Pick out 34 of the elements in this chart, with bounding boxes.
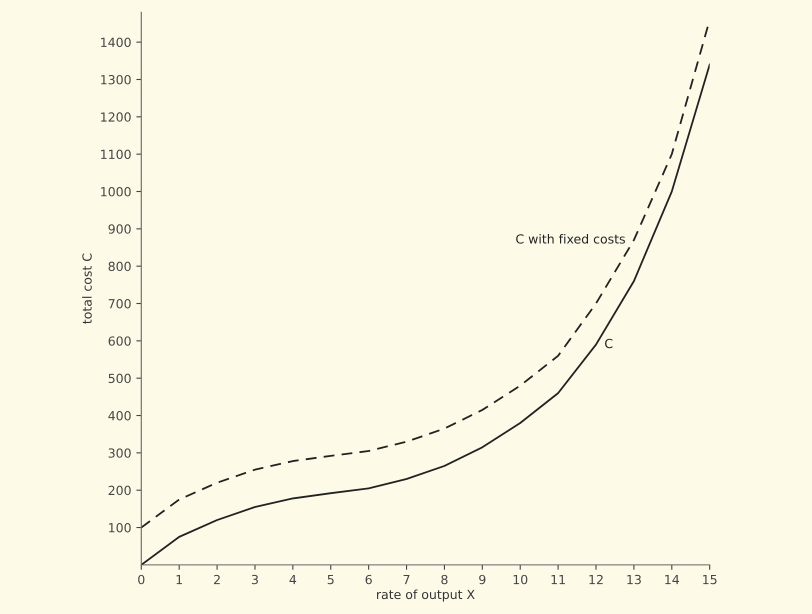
y-tick-label: 1100	[101, 150, 131, 160]
x-tick-label: 6	[366, 574, 372, 584]
y-tick-label: 200	[108, 486, 131, 496]
y-tick-label: 1000	[101, 186, 131, 196]
x-tick-label: 15	[703, 574, 717, 584]
y-axis-title: total cost C	[82, 254, 92, 324]
y-tick-label: 600	[108, 336, 131, 346]
y-tick-label: 1200	[101, 112, 131, 122]
x-tick-label: 0	[138, 574, 144, 584]
x-tick-label: 7	[404, 574, 410, 584]
x-tick-label: 8	[441, 574, 448, 584]
y-tick-label: 700	[108, 298, 131, 308]
x-tick-label: 13	[627, 574, 641, 584]
x-tick-label: 10	[514, 574, 528, 584]
y-tick-label: 300	[108, 448, 131, 458]
x-tick-label: 3	[252, 574, 258, 584]
y-tick-label: 800	[108, 262, 131, 272]
x-tick-label: 4	[289, 574, 296, 584]
y-tick-label: 900	[108, 224, 131, 234]
x-tick-label: 1	[176, 574, 182, 584]
y-tick-label: 100	[109, 523, 131, 532]
x-tick-label: 14	[665, 574, 680, 584]
y-tick-label: 400	[108, 411, 131, 420]
x-axis-title: rate of output X	[377, 589, 475, 602]
x-tick-label: 5	[328, 574, 334, 584]
x-tick-label: 9	[479, 574, 486, 584]
y-tick-label: 1400	[101, 38, 131, 48]
y-tick-label: 1300	[101, 74, 131, 84]
x-tick-label: 11	[552, 574, 565, 584]
series-label: C	[605, 338, 612, 348]
x-tick-label: 2	[214, 574, 220, 584]
x-tick-label: 12	[589, 574, 603, 584]
y-tick-label: 500	[108, 374, 131, 384]
series-label: C with fixed costs	[516, 234, 625, 244]
